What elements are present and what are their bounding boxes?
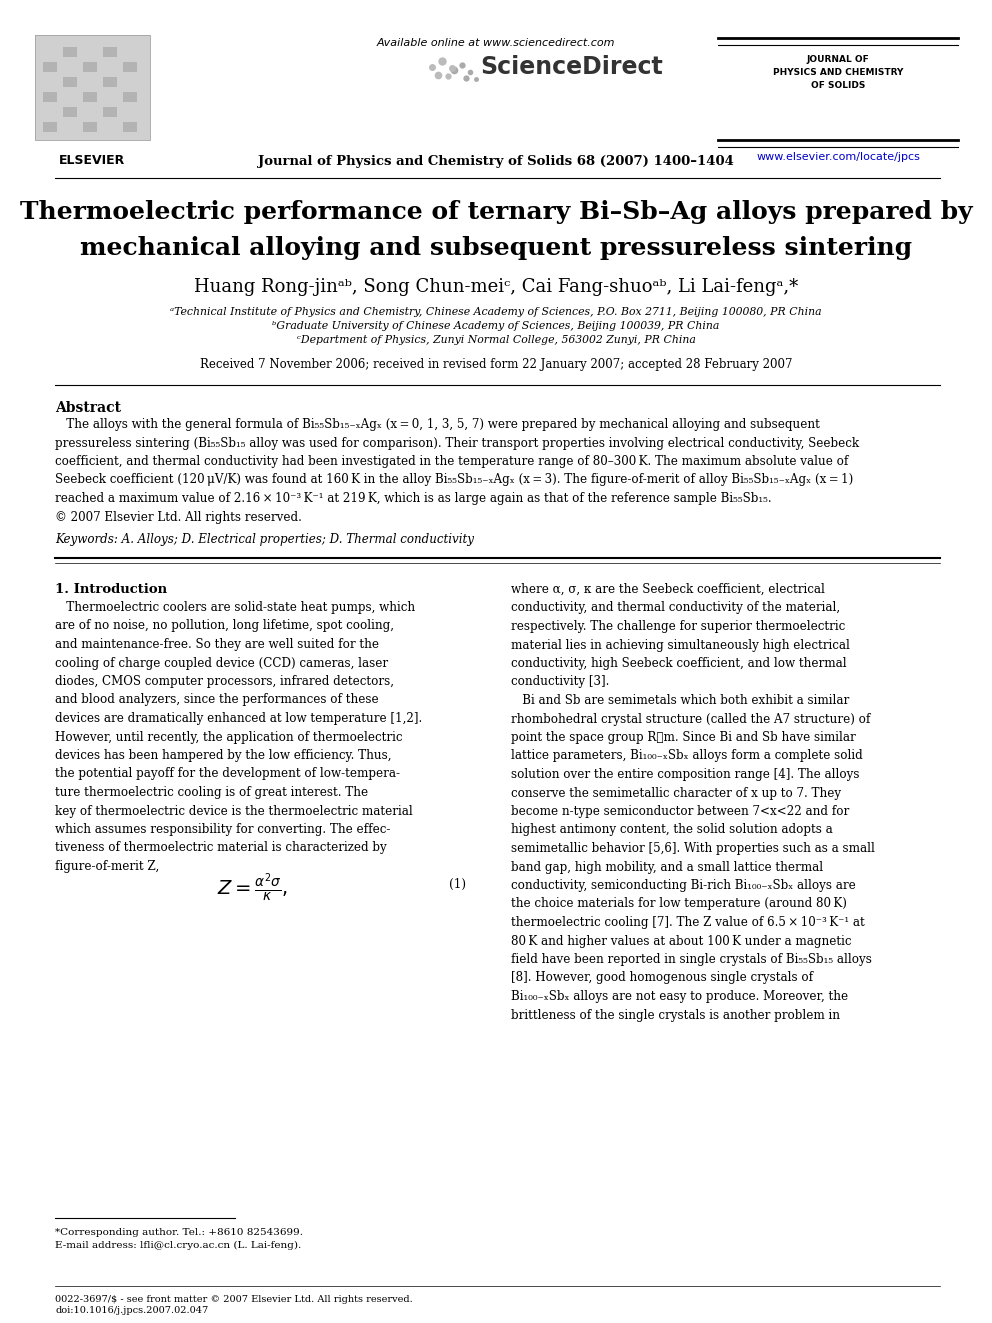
Bar: [103, 48, 117, 57]
Text: Huang Rong-jinᵃᵇ, Song Chun-meiᶜ, Cai Fang-shuoᵃᵇ, Li Lai-fengᵃ,*: Huang Rong-jinᵃᵇ, Song Chun-meiᶜ, Cai Fa…: [193, 278, 799, 296]
Text: ᶜDepartment of Physics, Zunyi Normal College, 563002 Zunyi, PR China: ᶜDepartment of Physics, Zunyi Normal Col…: [297, 335, 695, 345]
Text: 0022-3697/$ - see front matter © 2007 Elsevier Ltd. All rights reserved.: 0022-3697/$ - see front matter © 2007 El…: [55, 1295, 413, 1304]
Bar: [63, 48, 77, 57]
Text: Available online at www.sciencedirect.com: Available online at www.sciencedirect.co…: [377, 38, 615, 48]
Text: ELSEVIER: ELSEVIER: [60, 153, 126, 167]
Bar: [63, 107, 77, 116]
Bar: [35, 34, 150, 140]
Text: mechanical alloying and subsequent pressureless sintering: mechanical alloying and subsequent press…: [80, 235, 912, 261]
Text: (1): (1): [449, 878, 466, 890]
Bar: [103, 77, 117, 87]
Text: 1. Introduction: 1. Introduction: [55, 583, 167, 595]
Text: ScienceDirect: ScienceDirect: [480, 56, 663, 79]
FancyBboxPatch shape: [35, 34, 150, 140]
Bar: [43, 93, 57, 102]
Text: where α, σ, κ are the Seebeck coefficient, electrical
conductivity, and thermal : where α, σ, κ are the Seebeck coefficien…: [511, 583, 875, 1021]
Bar: [83, 62, 97, 71]
Text: Thermoelectric coolers are solid-state heat pumps, which
are of no noise, no pol: Thermoelectric coolers are solid-state h…: [55, 601, 423, 873]
Bar: [43, 62, 57, 71]
Text: Received 7 November 2006; received in revised form 22 January 2007; accepted 28 : Received 7 November 2006; received in re…: [199, 359, 793, 370]
Text: *Corresponding author. Tel.: +8610 82543699.: *Corresponding author. Tel.: +8610 82543…: [55, 1228, 303, 1237]
Bar: [123, 93, 137, 102]
Text: doi:10.1016/j.jpcs.2007.02.047: doi:10.1016/j.jpcs.2007.02.047: [55, 1306, 208, 1315]
Text: Journal of Physics and Chemistry of Solids 68 (2007) 1400–1404: Journal of Physics and Chemistry of Soli…: [258, 155, 734, 168]
Text: Keywords: A. Alloys; D. Electrical properties; D. Thermal conductivity: Keywords: A. Alloys; D. Electrical prope…: [55, 533, 474, 546]
Bar: [63, 77, 77, 87]
Text: The alloys with the general formula of Bi₅₅Sb₁₅₋ₓAgₓ (x = 0, 1, 3, 5, 7) were pr: The alloys with the general formula of B…: [55, 418, 859, 524]
Text: ᵃTechnical Institute of Physics and Chemistry, Chinese Academy of Sciences, P.O.: ᵃTechnical Institute of Physics and Chem…: [171, 307, 821, 318]
Text: E-mail address: lfli@cl.cryo.ac.cn (L. Lai-feng).: E-mail address: lfli@cl.cryo.ac.cn (L. L…: [55, 1241, 302, 1250]
Bar: [83, 122, 97, 132]
Text: Thermoelectric performance of ternary Bi–Sb–Ag alloys prepared by: Thermoelectric performance of ternary Bi…: [20, 200, 972, 224]
Text: $Z = \frac{\alpha^{2}\sigma}{\kappa},$: $Z = \frac{\alpha^{2}\sigma}{\kappa},$: [217, 872, 289, 905]
Text: Abstract: Abstract: [55, 401, 121, 415]
Bar: [123, 122, 137, 132]
Text: JOURNAL OF
PHYSICS AND CHEMISTRY
OF SOLIDS: JOURNAL OF PHYSICS AND CHEMISTRY OF SOLI…: [773, 56, 903, 90]
Bar: [123, 62, 137, 71]
Text: ᵇGraduate University of Chinese Academy of Sciences, Beijing 100039, PR China: ᵇGraduate University of Chinese Academy …: [273, 321, 719, 331]
Bar: [103, 107, 117, 116]
Bar: [43, 122, 57, 132]
Text: www.elsevier.com/locate/jpcs: www.elsevier.com/locate/jpcs: [756, 152, 920, 161]
Bar: [83, 93, 97, 102]
